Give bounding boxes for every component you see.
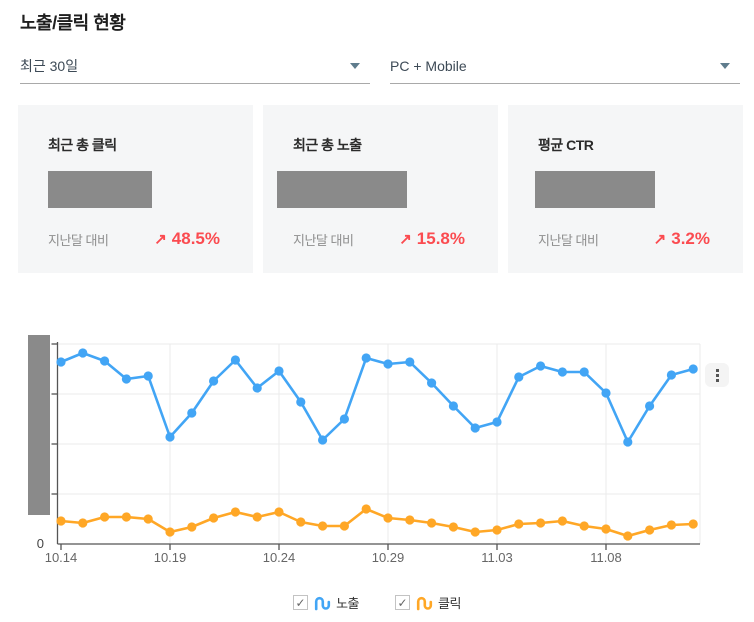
card-total-impressions: 최근 총 노출 지난달 대비 ↗ 15.8% — [263, 105, 498, 273]
svg-text:11.03: 11.03 — [481, 550, 513, 565]
compare-label: 지난달 대비 — [48, 232, 109, 248]
legend-item-impressions[interactable]: 노출 — [293, 593, 359, 612]
legend-item-clicks[interactable]: 클릭 — [395, 593, 461, 612]
up-arrow-icon: ↗ — [653, 231, 667, 248]
svg-text:10.14: 10.14 — [45, 550, 78, 565]
change-value: ↗ 48.5% — [154, 229, 220, 248]
legend-label: 노출 — [336, 596, 359, 611]
wave-series-icon — [416, 596, 433, 610]
period-select-value: 최근 30일 — [20, 58, 79, 74]
legend-label: 클릭 — [438, 596, 461, 611]
redacted-value-box — [48, 171, 152, 208]
compare-label: 지난달 대비 — [293, 232, 354, 248]
svg-text:0: 0 — [37, 536, 44, 551]
svg-text:10.19: 10.19 — [154, 550, 187, 565]
page-title: 노출/클릭 현황 — [20, 13, 126, 33]
card-average-ctr: 평균 CTR 지난달 대비 ↗ 3.2% — [508, 105, 743, 273]
card-title: 최근 총 노출 — [293, 137, 362, 153]
svg-text:10.29: 10.29 — [372, 550, 405, 565]
svg-text:11.08: 11.08 — [590, 550, 622, 565]
up-arrow-icon: ↗ — [399, 231, 412, 248]
kebab-icon — [715, 368, 719, 372]
chevron-down-icon — [350, 63, 360, 69]
card-total-clicks: 최근 총 클릭 지난달 대비 ↗ 48.5% — [18, 105, 253, 273]
chevron-down-icon — [720, 63, 730, 69]
filter-bar: 최근 30일 PC + Mobile — [20, 56, 740, 84]
chart-section: 10.14 10.19 10.24 10.29 11.03 11.08 0 노출 클릭 — [0, 330, 754, 612]
svg-text:10.24: 10.24 — [263, 550, 296, 565]
device-select[interactable]: PC + Mobile — [390, 56, 740, 84]
up-arrow-icon: ↗ — [154, 231, 167, 248]
change-value: ↗ 15.8% — [399, 229, 465, 248]
chart-legend: 노출 클릭 — [0, 593, 754, 612]
checkbox-checked-icon[interactable] — [395, 595, 410, 610]
checkbox-checked-icon[interactable] — [293, 595, 309, 610]
compare-label: 지난달 대비 — [538, 232, 599, 248]
period-select[interactable]: 최근 30일 — [20, 56, 370, 84]
change-value: ↗ 3.2% — [653, 229, 710, 248]
redacted-value-box — [535, 171, 655, 208]
card-title: 평균 CTR — [538, 137, 594, 153]
card-title: 최근 총 클릭 — [48, 137, 117, 153]
redacted-value-box — [277, 171, 407, 208]
stat-cards: 최근 총 클릭 지난달 대비 ↗ 48.5% 최근 총 노출 지난달 대비 ↗ 15… — [18, 105, 743, 273]
chart-menu-button[interactable] — [705, 363, 729, 387]
dashboard: 노출/클릭 현황 최근 30일 PC + Mobile 최근 총 클릭 지난달 … — [0, 9, 754, 612]
device-select-value: PC + Mobile — [390, 58, 467, 74]
wave-series-icon — [314, 596, 331, 610]
impressions-clicks-line-chart[interactable]: 10.14 10.19 10.24 10.29 11.03 11.08 0 — [0, 330, 754, 570]
